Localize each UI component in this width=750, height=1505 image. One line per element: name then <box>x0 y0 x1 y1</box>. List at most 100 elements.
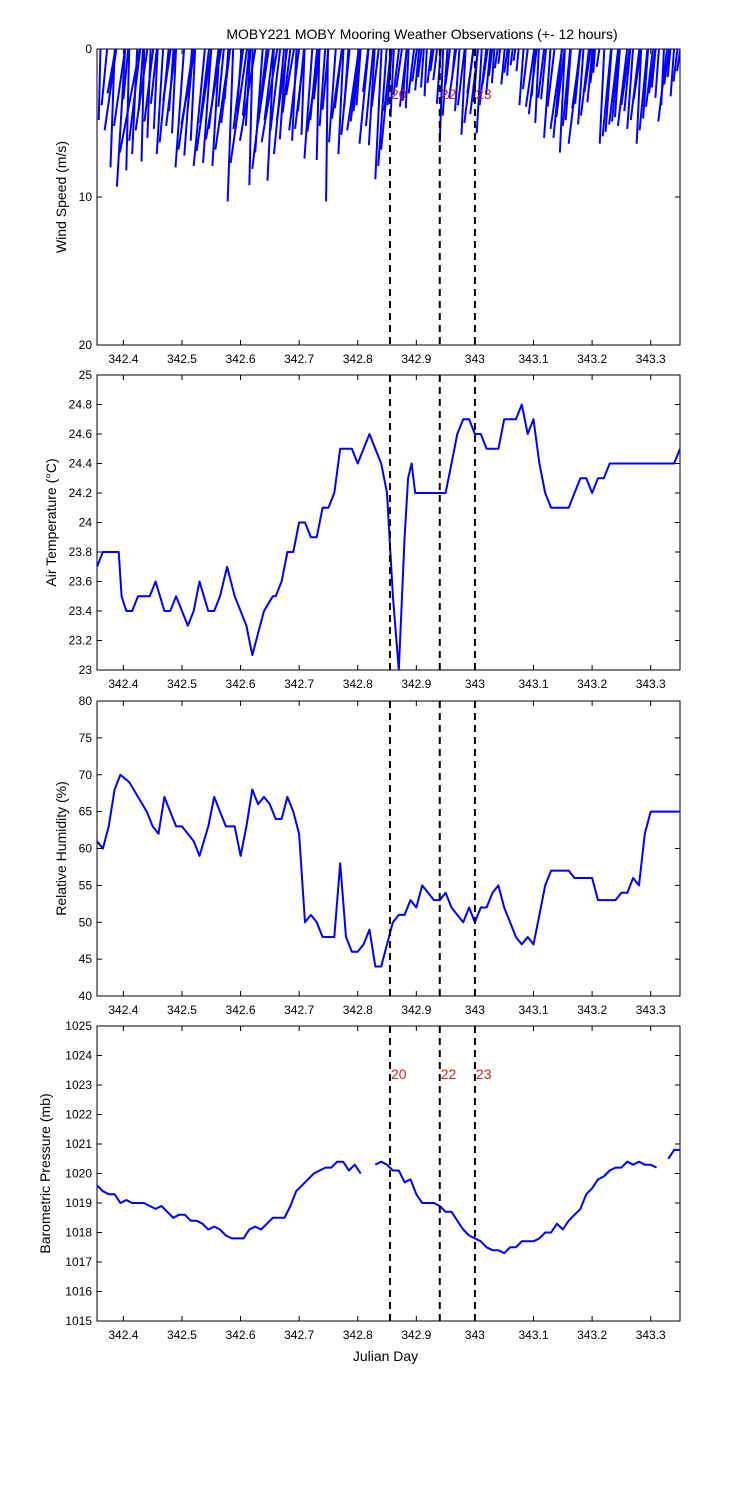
x-tick-label: 342.6 <box>226 1328 256 1342</box>
x-tick-label: 343.2 <box>577 677 607 691</box>
wind-vector <box>632 49 642 100</box>
x-tick-label: 343.2 <box>577 1328 607 1342</box>
wind-vector <box>131 49 139 155</box>
chart-panel-2: 342.4 342.5 342.6 342.7 342.8 342.9 343 343.1 34… <box>43 368 681 691</box>
wind-vector <box>226 49 235 202</box>
wind-vector <box>586 49 594 103</box>
y-axis-label: Wind Speed (m/s) <box>53 141 69 253</box>
y-tick-label: 60 <box>79 842 93 856</box>
x-tick-label: 342.5 <box>167 352 197 366</box>
wind-vector <box>318 49 327 127</box>
y-tick-label: 1024 <box>65 1049 92 1063</box>
y-tick-label: 24.4 <box>69 457 93 471</box>
wind-vector <box>146 49 152 138</box>
wind-vector <box>645 49 654 107</box>
wind-vector <box>451 49 456 79</box>
wind-vector <box>149 49 158 104</box>
marker-label: 23 <box>476 1066 492 1082</box>
wind-vector <box>367 49 376 146</box>
wind-vector <box>460 49 467 135</box>
y-tick-label: 23.6 <box>69 575 93 589</box>
marker-label: 23 <box>476 86 492 102</box>
marker-label: 20 <box>391 1066 407 1082</box>
wind-vector <box>638 49 649 131</box>
x-tick-label: 342.7 <box>284 1328 314 1342</box>
wind-vector <box>411 49 418 82</box>
wind-vector <box>300 49 306 135</box>
wind-vector <box>420 49 425 88</box>
y-tick-label: 24.8 <box>69 398 93 412</box>
plot-area <box>97 403 680 670</box>
wind-vector <box>518 49 525 106</box>
x-tick-label: 343.3 <box>636 1328 666 1342</box>
x-tick-label: 343.2 <box>577 1003 607 1017</box>
wind-vector <box>635 49 643 144</box>
wind-vector <box>456 49 466 106</box>
wind-vector <box>475 49 483 134</box>
wind-vector <box>493 49 499 69</box>
wind-vector <box>355 49 362 106</box>
x-tick-label: 342.9 <box>401 352 431 366</box>
wind-vector <box>481 49 489 85</box>
y-axis-label: Relative Humidity (%) <box>53 781 69 916</box>
y-tick-label: 1015 <box>65 1314 92 1328</box>
x-tick-label: 343 <box>465 1003 485 1017</box>
x-tick-label: 343.3 <box>636 352 666 366</box>
wind-vector <box>509 49 514 66</box>
wind-vector <box>192 49 206 167</box>
x-tick-label: 343.3 <box>636 1003 666 1017</box>
wind-vector <box>199 49 210 124</box>
wind-vector <box>613 49 621 118</box>
wind-vector <box>223 49 230 100</box>
wind-vector <box>595 49 601 67</box>
y-tick-label: 1021 <box>65 1137 92 1151</box>
wind-vector <box>552 49 563 138</box>
y-tick-label: 1025 <box>65 1019 92 1033</box>
wind-vector <box>423 49 428 97</box>
wind-vector <box>500 49 506 85</box>
wind-vector <box>337 49 345 155</box>
wind-vector <box>577 49 585 125</box>
marker-label: 22 <box>441 86 457 102</box>
x-tick-label: 342.4 <box>108 352 138 366</box>
wind-vector <box>650 49 657 88</box>
y-tick-label: 20 <box>79 338 93 352</box>
wind-vector <box>109 49 116 168</box>
wind-vector <box>395 49 403 88</box>
y-tick-label: 24.2 <box>69 486 93 500</box>
x-tick-label: 343.1 <box>519 677 549 691</box>
wind-vector <box>558 49 566 153</box>
wind-vector <box>429 49 435 72</box>
wind-vector <box>325 49 329 202</box>
wind-vector <box>555 49 566 118</box>
wind-vector <box>676 49 680 72</box>
wind-vector <box>269 49 282 131</box>
wind-vector <box>125 49 131 171</box>
y-axis-label: Air Temperature (°C) <box>43 458 59 586</box>
y-tick-label: 24.6 <box>69 427 93 441</box>
chart-panel-3: 342.4 342.5 342.6 342.7 342.8 342.9 343 343.1 34… <box>53 694 681 1017</box>
wind-vector <box>626 49 635 129</box>
wind-vector <box>432 49 439 81</box>
x-tick-label: 342.9 <box>401 1328 431 1342</box>
wind-vector <box>122 49 130 100</box>
wind-vector <box>343 49 350 107</box>
wind-vector <box>537 49 546 98</box>
x-tick-label: 342.4 <box>108 1328 138 1342</box>
y-tick-label: 1019 <box>65 1196 92 1210</box>
wind-vector <box>534 49 540 124</box>
wind-vector <box>666 49 672 78</box>
wind-vector <box>328 49 337 143</box>
wind-vector <box>623 49 632 112</box>
x-tick-label: 342.6 <box>226 1003 256 1017</box>
wind-vector <box>285 49 295 96</box>
wind-vector <box>490 49 496 84</box>
y-tick-label: 45 <box>79 952 93 966</box>
wind-vector <box>564 49 572 121</box>
x-tick-label: 342.7 <box>284 352 314 366</box>
wind-vector <box>487 49 494 76</box>
y-tick-label: 40 <box>79 989 93 1003</box>
wind-vector <box>512 49 517 61</box>
